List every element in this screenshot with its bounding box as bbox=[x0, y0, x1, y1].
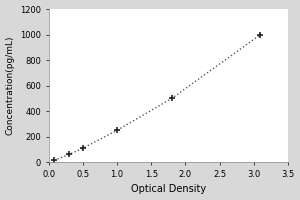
X-axis label: Optical Density: Optical Density bbox=[131, 184, 206, 194]
Y-axis label: Concentration(pg/mL): Concentration(pg/mL) bbox=[6, 36, 15, 135]
